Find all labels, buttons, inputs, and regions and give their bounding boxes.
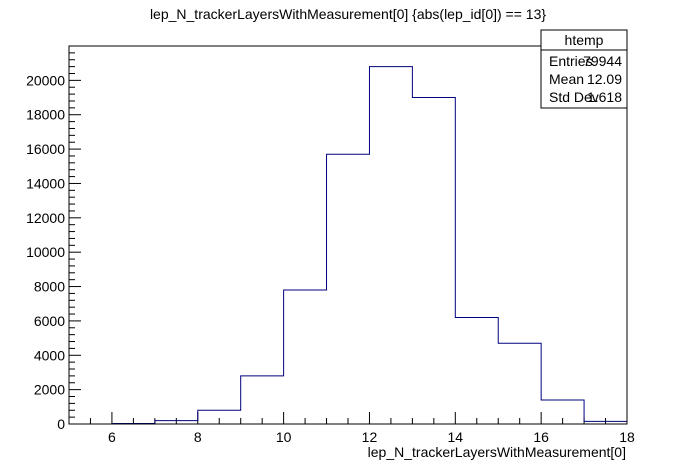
y-tick-label: 20000 bbox=[26, 72, 65, 88]
y-tick-label: 18000 bbox=[26, 107, 65, 123]
x-axis: 6 8 10 12 14 16 18 bbox=[68, 412, 635, 445]
y-tick-label: 6000 bbox=[34, 313, 65, 329]
x-tick-label: 6 bbox=[108, 429, 116, 445]
y-tick-label: 0 bbox=[57, 416, 65, 432]
y-tick-label: 12000 bbox=[26, 210, 65, 226]
histogram-series-line bbox=[69, 66, 628, 425]
x-tick-label: 12 bbox=[362, 429, 378, 445]
plot-frame bbox=[68, 45, 628, 425]
stats-stddev-value: 1.618 bbox=[587, 89, 622, 105]
chart-title: lep_N_trackerLayersWithMeasurement[0] {a… bbox=[150, 6, 546, 22]
y-axis: 0 2000 4000 6000 8000 10000 12000 14000 16000 180… bbox=[26, 45, 81, 432]
x-tick-label: 18 bbox=[619, 429, 635, 445]
y-tick-label: 16000 bbox=[26, 141, 65, 157]
stats-box: htemp Entries 79944 Mean 12.09 Std Dev 1… bbox=[540, 29, 628, 109]
x-axis-label: lep_N_trackerLayersWithMeasurement[0] bbox=[368, 444, 626, 460]
y-tick-label: 10000 bbox=[26, 244, 65, 260]
y-tick-label: 2000 bbox=[34, 382, 65, 398]
x-tick-label: 14 bbox=[448, 429, 464, 445]
stats-stddev-label: Std Dev bbox=[549, 89, 599, 105]
y-tick-label: 8000 bbox=[34, 279, 65, 295]
x-tick-label: 16 bbox=[533, 429, 549, 445]
stats-box-title: htemp bbox=[565, 32, 604, 48]
stats-mean-value: 12.09 bbox=[587, 71, 622, 87]
stats-entries-value: 79944 bbox=[583, 53, 622, 69]
stats-mean-label: Mean bbox=[549, 71, 584, 87]
stats-entries-label: Entries bbox=[549, 53, 593, 69]
x-tick-label: 10 bbox=[276, 429, 292, 445]
y-tick-label: 14000 bbox=[26, 175, 65, 191]
x-tick-label: 8 bbox=[194, 429, 202, 445]
y-tick-label: 4000 bbox=[34, 347, 65, 363]
